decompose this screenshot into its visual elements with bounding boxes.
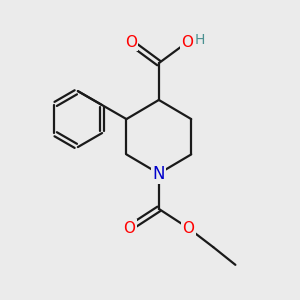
Text: O: O <box>181 35 193 50</box>
Text: H: H <box>195 33 205 46</box>
Text: N: N <box>153 165 165 183</box>
Text: O: O <box>182 220 194 236</box>
Text: O: O <box>123 220 135 236</box>
Text: O: O <box>125 35 137 50</box>
